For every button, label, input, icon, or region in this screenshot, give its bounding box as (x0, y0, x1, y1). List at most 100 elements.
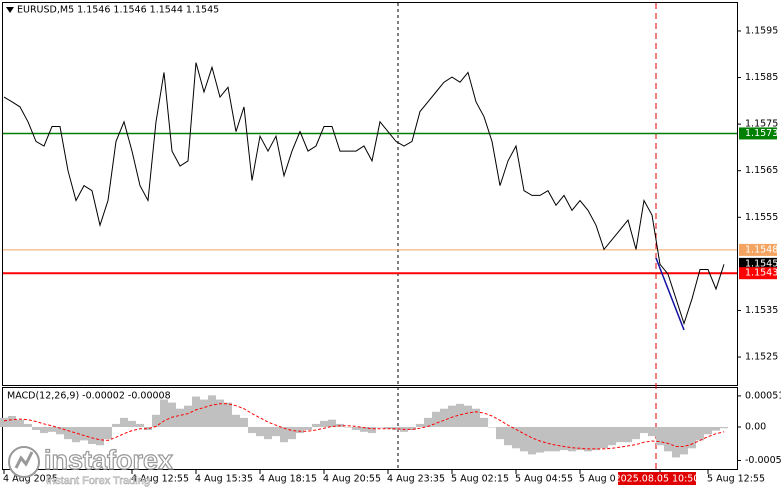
macd-bar (536, 426, 544, 453)
macd-bar (528, 426, 536, 455)
macd-bar (168, 402, 176, 427)
x-tick-label: 5 Aug 07:35 (579, 474, 637, 485)
macd-bar (456, 403, 464, 427)
macd-bar (568, 426, 576, 452)
macd-bar (96, 426, 104, 446)
price-line (3, 62, 725, 326)
macd-bar (600, 426, 608, 449)
macd-bar (256, 426, 264, 437)
macd-bar (328, 419, 336, 427)
macd-bar (656, 426, 664, 446)
trend-line (655, 257, 685, 331)
macd-bar (368, 426, 376, 434)
macd-bar (648, 426, 656, 437)
macd-bar (448, 405, 456, 427)
y-tick-label: 0.00 (745, 421, 766, 432)
y-tick-label: 1.1585 (745, 72, 778, 83)
macd-bar (160, 399, 168, 427)
macd-bar (8, 416, 16, 427)
macd-bar (632, 426, 640, 440)
plot-layer: 1.1525 1.1535 1.1555 1.1565 1.1575 1.1585 1.15… (0, 25, 781, 485)
macd-bar (616, 426, 624, 443)
macd-bar (576, 426, 584, 451)
x-tick-label: 4 Aug 2025 (3, 474, 58, 485)
macd-bar (560, 426, 568, 451)
macd-bar (360, 426, 368, 432)
level-label-box (739, 243, 777, 256)
macd-bar (80, 426, 88, 441)
macd-bar (624, 426, 632, 443)
macd-bar (152, 414, 160, 427)
macd-bar (688, 426, 696, 449)
level-label-box (739, 257, 777, 270)
macd-bar (272, 426, 280, 437)
macd-bar (216, 399, 224, 427)
macd-bar (320, 420, 328, 427)
macd-bar (208, 395, 216, 427)
logo-mark (14, 451, 34, 469)
y-tick-label: 1.1595 (745, 25, 778, 36)
macd-bar (16, 419, 24, 427)
x-tick-label: 4 Aug 12:55 (131, 474, 189, 485)
watermark-tagline: Instant Forex Trading (46, 475, 150, 487)
y-tick-label: 1.1565 (745, 165, 778, 176)
macd-bar (0, 417, 8, 427)
x-tick-label: 5 Aug 12:55 (707, 474, 765, 485)
macd-bar (176, 408, 184, 427)
macd-bar (376, 426, 384, 428)
x-tick-label: 4 Aug 15:35 (195, 474, 253, 485)
macd-bar (480, 417, 488, 427)
level-label: 1.1545 (745, 258, 778, 269)
macd-bar (64, 426, 72, 440)
macd-bar (544, 426, 552, 452)
chart-title: EURUSD,M5 1.1546 1.1546 1.1544 1.1545 (17, 5, 219, 16)
macd-bar (424, 417, 432, 427)
macd-bar (696, 426, 704, 441)
macd-bar (312, 423, 320, 427)
x-tick-label: 5 Aug 04:55 (515, 474, 573, 485)
macd-bar (712, 426, 720, 431)
macd-bar (32, 426, 40, 431)
macd-bar (664, 426, 672, 452)
macd-bar (352, 426, 360, 431)
macd-bar (184, 405, 192, 427)
level-label-box (739, 127, 777, 140)
macd-bar (472, 408, 480, 427)
y-tick-label: 1.1555 (745, 212, 778, 223)
y-tick-label: 1.1535 (745, 305, 778, 316)
macd-bar (288, 426, 296, 440)
menu-triangle (6, 7, 14, 13)
macd-bar (24, 423, 32, 427)
y-tick-label: 1.1575 (745, 119, 778, 130)
price-frame (2, 2, 738, 386)
macd-bar (592, 426, 600, 451)
y-tick-label: 1.1525 (745, 352, 778, 363)
macd-bar (464, 405, 472, 427)
macd-bar (504, 426, 512, 446)
macd-bar (584, 426, 592, 452)
macd-bar (40, 426, 48, 434)
macd-bar (408, 426, 416, 431)
macd-bar (144, 426, 152, 431)
x-tick-label: 4 Aug 18:15 (259, 474, 317, 485)
macd-bar (296, 426, 304, 434)
x-tick-label: 4 Aug 23:35 (387, 474, 445, 485)
macd-bar (240, 417, 248, 427)
x-cursor-box (618, 472, 696, 485)
macd-bar (416, 423, 424, 427)
macd-bar (640, 426, 648, 434)
macd-bar (392, 426, 400, 431)
macd-title: MACD(12,26,9) -0.00002 -0.00008 (7, 391, 171, 402)
macd-bar (344, 426, 352, 428)
watermark-brand: instaforex (44, 445, 173, 475)
macd-bar (384, 426, 392, 429)
macd-bar (48, 426, 56, 432)
macd-bar (520, 426, 528, 452)
macd-bar (224, 402, 232, 427)
macd-bar (200, 399, 208, 427)
level-label: 1.1543 (745, 268, 778, 279)
y-tick-label: -0.00055 (745, 455, 781, 466)
macd-bar (104, 426, 112, 440)
